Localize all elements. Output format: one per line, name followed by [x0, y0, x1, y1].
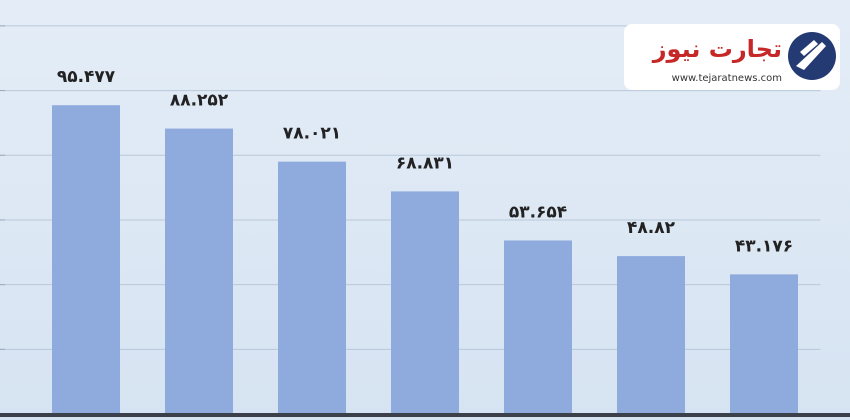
bar: [730, 274, 798, 414]
bar: [617, 256, 685, 414]
value-label: ۵۳.۶۵۴: [509, 202, 567, 222]
plot: ۹۵.۴۷۷ ۸۸.۲۵۲ ۷۸.۰۲۱ ۶۸.۸۳۱ ۵۳.۶۵۴ ۴۸.۸۲ ۴۳.۱۷…: [0, 25, 850, 417]
value-label: ۴۳.۱۷۶: [735, 236, 793, 256]
value-label: ۸۸.۲۵۲: [170, 91, 229, 111]
bar: [165, 128, 233, 414]
logo-url: www.tejaratnews.com: [672, 73, 782, 84]
bar: [278, 161, 346, 414]
logo-box: [624, 24, 840, 90]
logo-icon-mark: [796, 40, 826, 70]
bar: [504, 240, 572, 414]
logo-name: تجارت نیوز: [652, 35, 782, 63]
value-label: ۷۸.۰۲۱: [283, 124, 341, 144]
bar: [52, 105, 120, 414]
logo: تجارت نیوز www.tejaratnews.com: [624, 24, 840, 90]
value-label: ۹۵.۴۷۷: [57, 67, 116, 87]
value-label: ۴۸.۸۲: [627, 218, 676, 238]
value-label: ۶۸.۸۳۱: [396, 153, 454, 173]
bar: [391, 191, 459, 414]
